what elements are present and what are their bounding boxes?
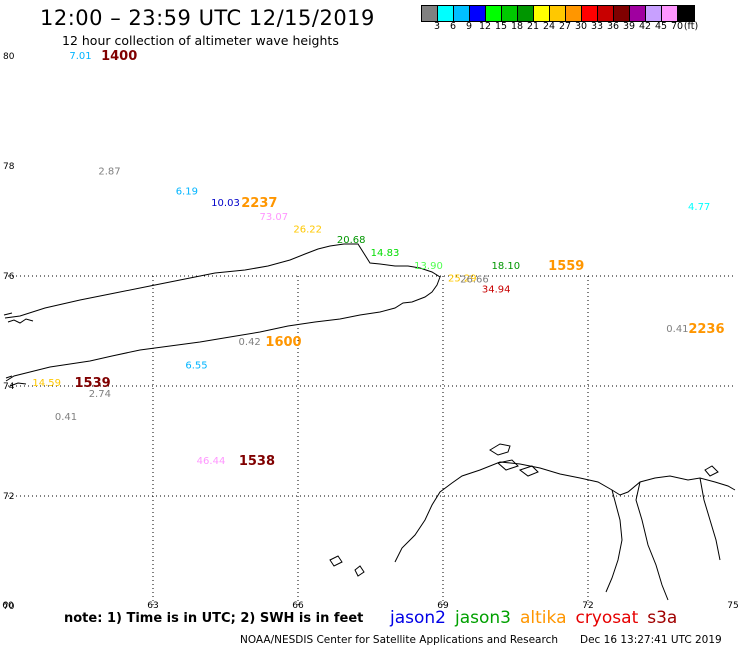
coastlines: [3, 243, 736, 601]
legend-swatch: [678, 6, 694, 21]
satellite-legend: jason2 jason3 altika cryosat s3a: [390, 608, 686, 628]
coastline-novaya-zemlya-north: [4, 243, 441, 382]
wave-height-value: 14.83: [371, 248, 400, 259]
legend-swatch: [502, 6, 518, 21]
coastline-yamal: [394, 461, 736, 563]
legend-tick: 39: [622, 21, 636, 32]
wave-height-value: 20.68: [337, 235, 366, 246]
legend-tick: 70: [670, 21, 684, 32]
legend-tick: 33: [590, 21, 604, 32]
legend-swatch: [518, 6, 534, 21]
legend-tick: 12: [478, 21, 492, 32]
legend-tick: 27: [558, 21, 572, 32]
wave-height-value: 46.44: [197, 456, 226, 467]
latitude-label: 72: [3, 492, 14, 502]
legend-tick: 42: [638, 21, 652, 32]
longitude-label: 72: [582, 601, 593, 611]
pass-time-label: 1600: [265, 335, 301, 350]
satellite-name: jason3: [455, 608, 511, 628]
longitude-label: 63: [147, 601, 158, 611]
wave-height-value: 34.94: [482, 285, 511, 296]
latitude-label: 78: [3, 162, 15, 172]
wave-height-value: 10.03: [211, 198, 240, 209]
legend-swatch: [422, 6, 438, 21]
legend-tick: 9: [465, 21, 473, 32]
wave-height-value: 4.77: [688, 202, 710, 213]
legend-tick: 15: [494, 21, 508, 32]
legend-swatch: [470, 6, 486, 21]
footer-note: note: 1) Time is in UTC; 2) SWH is in fe…: [64, 611, 364, 626]
legend-swatch: [646, 6, 662, 21]
wave-height-value: 0.41: [666, 324, 688, 335]
legend-swatch: [566, 6, 582, 21]
satellite-name: s3a: [647, 608, 678, 628]
wave-height-value: 2.74: [89, 389, 111, 400]
wave-height-value: 13.90: [414, 261, 443, 272]
legend-tick: 24: [542, 21, 556, 32]
legend-tick: 36: [606, 21, 620, 32]
wave-height-value: 26.66: [460, 275, 489, 286]
wave-height-value: 7.01: [69, 51, 91, 62]
longitude-label: 66: [292, 601, 304, 611]
longitude-label: 69: [437, 601, 449, 611]
latitude-label: 80: [3, 52, 15, 62]
wave-height-value: 26.22: [293, 225, 322, 236]
color-scale-legend: [421, 5, 695, 22]
pass-time-label: 2236: [688, 322, 724, 337]
wave-height-value: 6.19: [176, 187, 198, 198]
pass-time-label: 1538: [239, 454, 275, 469]
legend-swatch: [534, 6, 550, 21]
pass-time-label: 2237: [241, 196, 277, 211]
legend-tick: 18: [510, 21, 524, 32]
pass-time-label: 1559: [548, 259, 584, 274]
wave-height-value: 73.07: [260, 212, 289, 223]
satellite-name: jason2: [390, 608, 446, 628]
footer-date: Dec 16 13:27:41 UTC 2019: [580, 634, 722, 646]
latitude-label: 74: [3, 382, 15, 392]
page-title: 12:00 – 23:59 UTC 12/15/2019: [40, 6, 375, 30]
longitude-label: 75: [727, 601, 738, 611]
legend-tick: 3: [433, 21, 441, 32]
wave-height-value: 14.59: [32, 378, 61, 389]
wave-height-value: 2.87: [98, 166, 120, 177]
coastline-gulf-of-ob: [605, 477, 721, 601]
wave-height-value: 25.29: [448, 274, 477, 285]
legend-tick: 30: [574, 21, 588, 32]
longitude-label: 60: [2, 601, 14, 611]
coastline-islands-south: [329, 443, 719, 577]
latitude-label: 76: [3, 272, 15, 282]
footer-credit: NOAA/NESDIS Center for Satellite Applica…: [240, 634, 558, 646]
pass-time-label: 1539: [74, 376, 110, 391]
legend-swatch: [662, 6, 678, 21]
satellite-name: cryosat: [575, 608, 639, 628]
page-subtitle: 12 hour collection of altimeter wave hei…: [62, 33, 339, 48]
legend-swatch: [438, 6, 454, 21]
coastline-novaya-zemlya-west-fragments: [3, 312, 34, 387]
pass-time-label: 1400: [101, 49, 137, 64]
legend-swatch: [550, 6, 566, 21]
legend-swatch: [454, 6, 470, 21]
wave-height-value: 0.41: [55, 412, 77, 423]
legend-tick: 6: [449, 21, 457, 32]
legend-swatch: [486, 6, 502, 21]
wave-height-value: 18.10: [492, 261, 521, 272]
legend-swatch: [582, 6, 598, 21]
legend-swatch: [614, 6, 630, 21]
satellite-name: altika: [520, 608, 567, 628]
latitude-label: 70: [3, 602, 15, 612]
wave-height-observations: 7.01 2.87 6.19 10.03 73.07 26.22 20.68 14.83 13.…: [32, 49, 724, 469]
legend-swatch: [630, 6, 646, 21]
wave-height-value: 0.42: [239, 337, 261, 348]
graticule: [8, 275, 733, 606]
legend-unit: (ft): [683, 21, 699, 32]
legend-tick: 45: [654, 21, 668, 32]
wave-height-value: 6.55: [185, 360, 207, 371]
legend-swatch: [598, 6, 614, 21]
legend-tick: 21: [526, 21, 540, 32]
